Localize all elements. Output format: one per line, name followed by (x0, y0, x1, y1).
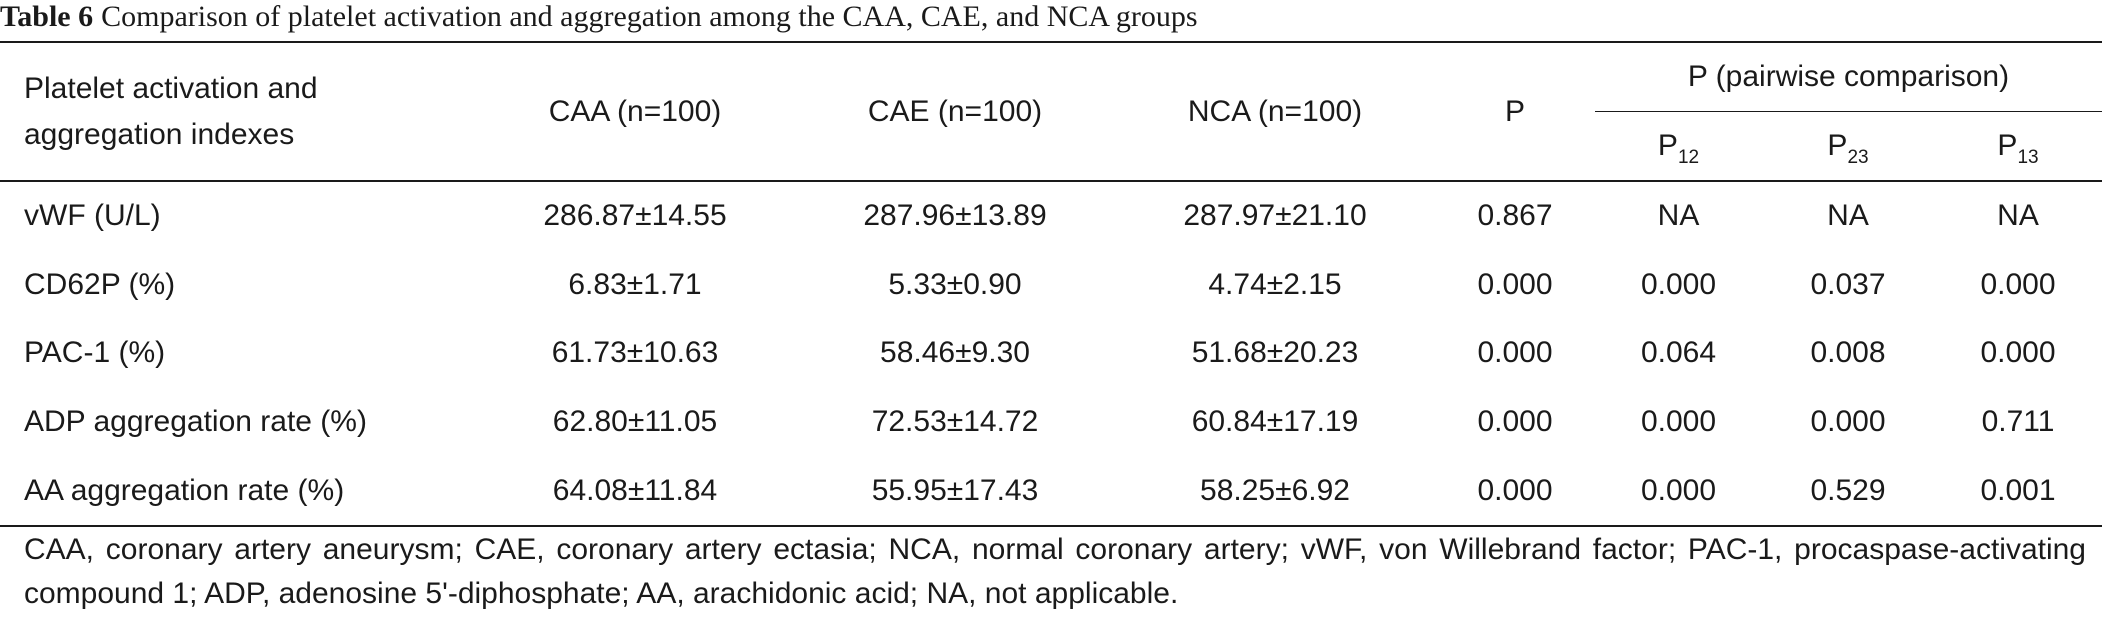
cell-p: 0.000 (1477, 473, 1553, 507)
header-p23-sub: 23 (1847, 147, 1869, 168)
table-body: vWF (U/L) 286.87±14.55 287.96±13.89 287.… (0, 181, 2102, 526)
cell-p: 0.000 (1477, 267, 1553, 301)
cell-caa: 286.87±14.55 (543, 199, 727, 233)
table-row-vwf: vWF (U/L) 286.87±14.55 287.96±13.89 287.… (0, 181, 2102, 251)
cell-cae: 72.53±14.72 (871, 405, 1039, 439)
table-row-adp: ADP aggregation rate (%) 62.80±11.05 72.… (0, 388, 2102, 457)
header-row-label: Platelet activation and aggregation inde… (0, 42, 475, 182)
cell-p12: 0.000 (1640, 405, 1717, 439)
table-footnote: CAA, coronary artery aneurysm; CAE, coro… (24, 533, 2086, 610)
header-p13-sub: 13 (2017, 147, 2039, 168)
header-p: P (1435, 42, 1595, 182)
header-p23: P23 (1762, 111, 1934, 182)
table-row-pac1: PAC-1 (%) 61.73±10.63 58.46±9.30 51.68±2… (0, 319, 2102, 388)
row-label: vWF (U/L) (24, 199, 161, 233)
cell-nca: 60.84±17.19 (1191, 405, 1359, 439)
cell-caa: 6.83±1.71 (568, 267, 702, 301)
cell-nca: 4.74±2.15 (1208, 267, 1342, 301)
cell-p13: 0.001 (1980, 473, 2056, 507)
cell-p23: 0.529 (1810, 473, 1886, 507)
header-pairwise-group: P (pairwise comparison) (1595, 42, 2102, 112)
cell-cae: 58.46±9.30 (880, 336, 1030, 370)
cell-p: 0.867 (1477, 199, 1553, 233)
cell-cae: 55.95±17.43 (871, 473, 1039, 507)
cell-p23: 0.008 (1810, 336, 1886, 370)
cell-p23: 0.000 (1810, 405, 1886, 439)
header-p23-base: P (1827, 129, 1848, 162)
cell-p23: NA (1827, 199, 1869, 233)
table-number: Table 6 (0, 0, 94, 33)
header-row-top: Platelet activation and aggregation inde… (0, 42, 2102, 182)
table-title: Comparison of platelet activation and ag… (101, 0, 1198, 33)
cell-p13: 0.000 (1980, 267, 2056, 301)
header-nca: NCA (n=100) (1115, 42, 1435, 182)
cell-p12: 0.000 (1640, 473, 1717, 507)
cell-nca: 58.25±6.92 (1200, 473, 1350, 507)
table-row-cd62p: CD62P (%) 6.83±1.71 5.33±0.90 4.74±2.15 … (0, 251, 2102, 320)
comparison-table: Platelet activation and aggregation inde… (0, 41, 2102, 527)
cell-p: 0.000 (1477, 336, 1553, 370)
cell-caa: 62.80±11.05 (552, 405, 718, 439)
table-row-aa: AA aggregation rate (%) 64.08±11.84 55.9… (0, 456, 2102, 526)
cell-p12: NA (1657, 199, 1700, 233)
row-label: PAC-1 (%) (24, 336, 166, 370)
cell-cae: 5.33±0.90 (888, 267, 1022, 301)
row-label: ADP aggregation rate (%) (24, 405, 367, 439)
cell-caa: 61.73±10.63 (551, 336, 719, 370)
row-label: AA aggregation rate (%) (24, 473, 345, 507)
cell-p13: 0.711 (1981, 405, 2055, 439)
cell-p: 0.000 (1477, 405, 1553, 439)
cell-p12: 0.000 (1640, 267, 1717, 301)
cell-nca: 51.68±20.23 (1191, 336, 1359, 370)
header-p12: P12 (1595, 111, 1762, 182)
header-p13: P13 (1934, 111, 2102, 182)
header-p12-sub: 12 (1677, 147, 1700, 168)
cell-p13: NA (1997, 199, 2039, 233)
header-p13-base: P (1997, 129, 2018, 162)
cell-p13: 0.000 (1980, 336, 2056, 370)
cell-nca: 287.97±21.10 (1183, 199, 1367, 233)
cell-caa: 64.08±11.84 (552, 473, 718, 507)
header-p12-base: P (1657, 129, 1678, 162)
cell-p23: 0.037 (1810, 267, 1886, 301)
row-label: CD62P (%) (24, 267, 176, 301)
table-header: Platelet activation and aggregation inde… (0, 42, 2102, 182)
cell-p12: 0.064 (1640, 336, 1717, 370)
cell-cae: 287.96±13.89 (863, 199, 1047, 233)
table-caption: Table 6 Comparison of platelet activation… (0, 0, 1198, 36)
header-cae: CAE (n=100) (795, 42, 1115, 182)
header-caa: CAA (n=100) (475, 42, 795, 182)
header-row-bottom: P12 P23 P13 (0, 111, 2102, 182)
